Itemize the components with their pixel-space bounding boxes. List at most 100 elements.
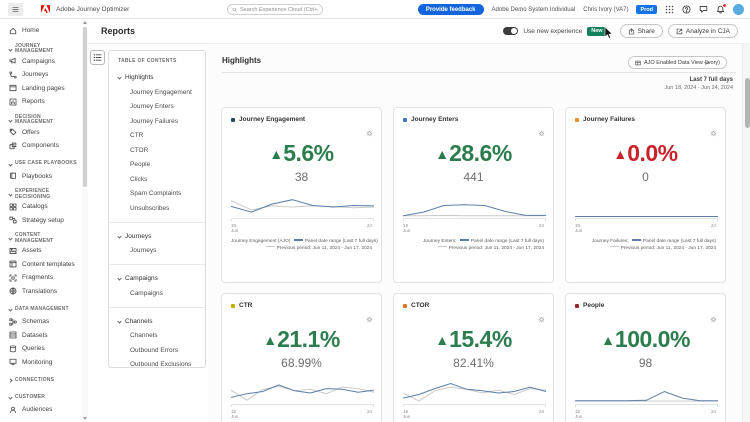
sidebar-item-fragments[interactable]: Fragments	[0, 271, 82, 285]
metric-card-ctor[interactable]: CTOR ▲15.4% 82.41% 18 Jun 24	[393, 293, 554, 422]
provide-feedback-button[interactable]: Provide feedback	[417, 4, 484, 15]
toc-item-journeys[interactable]: Journeys	[130, 247, 157, 254]
toc-item-clicks[interactable]: Clicks	[130, 175, 148, 183]
sidebar-item-journeys[interactable]: Journeys	[0, 68, 82, 82]
sidebar-section-connections[interactable]: CONNECTIONS	[0, 375, 80, 386]
toc-item-channels[interactable]: Channels	[130, 332, 158, 339]
toc-item-outbound-exclusions[interactable]: Outbound Exclusions	[130, 361, 192, 368]
sidebar-item-schemas[interactable]: Schemas	[0, 315, 82, 329]
main-scrollbar[interactable]	[742, 44, 750, 422]
share-button[interactable]: Share	[619, 24, 663, 38]
sidebar-scroll-thumb[interactable]	[83, 27, 87, 187]
sidebar-item-translations[interactable]: Translations	[0, 285, 82, 299]
sidebar-item-offers[interactable]: Offers	[0, 126, 82, 140]
sidebar-item-playbooks[interactable]: Playbooks	[0, 170, 82, 184]
sidebar-item-components[interactable]: Components	[0, 139, 82, 153]
date-range[interactable]: Last 7 full days Jun 18, 2024 - Jun 24, …	[665, 77, 734, 91]
sidebar-item-assets[interactable]: Assets	[0, 244, 82, 258]
chevron-down-icon	[117, 75, 122, 80]
data-view-dropdown[interactable]: AJO Enabled Data View (Ivory)	[628, 56, 728, 69]
main-scroll-thumb[interactable]	[744, 78, 750, 128]
gear-icon[interactable]	[538, 130, 545, 137]
sidebar-item-landing-pages[interactable]: Landing pages	[0, 82, 82, 96]
series-color-dot	[231, 303, 235, 308]
x-axis-labels: 18 Jun 24	[575, 223, 716, 233]
sidebar-item-label: Landing pages	[22, 84, 65, 92]
scroll-down-arrow-icon[interactable]	[83, 417, 87, 420]
chevron-down-icon	[8, 307, 13, 312]
x-axis-labels: 18 Jun 24	[575, 409, 716, 419]
sidebar-section-content-management[interactable]: CONTENT MANAGEMENT	[0, 232, 80, 244]
app-switcher-icon[interactable]	[665, 5, 674, 14]
toc-section-journeys[interactable]: Journeys	[117, 233, 196, 240]
toc-item-spam-complaints[interactable]: Spam Complaints	[130, 190, 182, 197]
chevron-down-icon[interactable]	[704, 60, 710, 66]
sandbox-user-name[interactable]: Chris Ivory (VA7)	[583, 6, 629, 13]
metric-card-journey-failures[interactable]: Journey Failures ▲0.0% 0 18 Jun 24 Journe…	[565, 107, 726, 283]
metric-card-journey-engagement[interactable]: Journey Engagement ▲5.6% 38 18 Jun 24 Jou…	[221, 107, 382, 283]
sidebar-item-datasets[interactable]: Datasets	[0, 329, 82, 343]
hamburger-glyph	[12, 6, 19, 13]
sidebar-item-monitoring[interactable]: Monitoring	[0, 356, 82, 370]
help-icon[interactable]	[682, 5, 691, 14]
chevron-down-icon	[8, 236, 13, 241]
metric-card-people[interactable]: People ▲100.0% 98 18 Jun 24	[565, 293, 726, 422]
sidebar-item-home[interactable]: Home	[0, 24, 82, 38]
sidebar-item-audiences[interactable]: Audiences	[0, 403, 82, 417]
sidebar-section-decision-management[interactable]: DECISION MANAGEMENT	[0, 114, 80, 126]
sidebar-section-journey-management[interactable]: JOURNEY MANAGEMENT	[0, 43, 80, 55]
sidebar-section-data-management[interactable]: DATA MANAGEMENT	[0, 304, 80, 315]
toc-item-journey-failures[interactable]: Journey Failures	[130, 117, 179, 125]
monitoring-icon	[9, 358, 17, 366]
metric-card-ctr[interactable]: CTR ▲21.1% 68.99% 18 Jun 24	[221, 293, 382, 422]
gear-icon[interactable]	[366, 316, 373, 323]
datasets-icon	[9, 331, 17, 339]
toc-item-journey-enters[interactable]: Journey Enters	[130, 103, 174, 110]
toc-item-ctr[interactable]: CTR	[130, 132, 144, 139]
metric-card-journey-enters[interactable]: Journey Enters ▲28.6% 441 18 Jun 24 Journ…	[393, 107, 554, 283]
toc-item-people[interactable]: People	[130, 161, 151, 168]
announcements-icon[interactable]	[699, 5, 708, 14]
highlights-panel: Highlights AJO Enabled Data View (Ivory)…	[208, 44, 742, 422]
card-title: People	[583, 302, 605, 309]
sidebar-item-label: Home	[22, 27, 40, 35]
toc-item-ctor[interactable]: CTOR	[130, 146, 149, 154]
hamburger-menu-icon[interactable]	[8, 2, 23, 16]
search-box[interactable]	[227, 4, 323, 15]
content-templates-icon	[9, 260, 17, 268]
notifications-bell-icon[interactable]	[716, 3, 727, 14]
environment-badge[interactable]: Prod	[636, 5, 657, 14]
user-avatar[interactable]	[733, 4, 744, 15]
toc-section-highlights[interactable]: Highlights	[117, 74, 196, 81]
search-input[interactable]	[239, 6, 318, 13]
scroll-up-arrow-icon[interactable]	[83, 21, 87, 24]
toc-item-journey-engagement[interactable]: Journey Engagement	[130, 88, 192, 96]
sidebar-scrollbar[interactable]	[82, 19, 88, 422]
toc-section-channels[interactable]: Channels	[117, 318, 196, 325]
toc-item-unsubscribes[interactable]: Unsubscribes	[130, 204, 170, 212]
sidebar-item-label: Monitoring	[22, 358, 53, 366]
toc-item-outbound-errors[interactable]: Outbound Errors	[130, 346, 179, 354]
sidebar-item-campaigns[interactable]: Campaigns	[0, 55, 82, 69]
sidebar-item-reports[interactable]: Reports	[0, 95, 82, 109]
sidebar-item-label: Catalogs	[22, 203, 48, 211]
notification-badge	[722, 3, 727, 8]
use-new-experience-toggle[interactable]	[503, 27, 519, 35]
gear-icon[interactable]	[710, 316, 717, 323]
analyze-in-cja-button[interactable]: Analyze in CJA	[667, 24, 738, 38]
sidebar-item-queries[interactable]: Queries	[0, 342, 82, 356]
sidebar-item-catalogs[interactable]: Catalogs	[0, 200, 82, 214]
org-name[interactable]: Adobe Demo System Individual	[491, 6, 576, 13]
sidebar-section-experience-decisioning[interactable]: EXPERIENCE DECISIONING	[0, 188, 80, 200]
gear-icon[interactable]	[366, 130, 373, 137]
sidebar-item-label: Journeys	[22, 71, 49, 79]
sidebar-section-use-case-playbooks[interactable]: USE CASE PLAYBOOKS	[0, 159, 80, 170]
toc-item-campaigns[interactable]: Campaigns	[130, 289, 163, 297]
sidebar-section-customer[interactable]: CUSTOMER	[0, 392, 80, 403]
toc-toggle-button[interactable]	[90, 50, 105, 65]
sidebar-item-content-templates[interactable]: Content templates	[0, 258, 82, 272]
gear-icon[interactable]	[538, 316, 545, 323]
sidebar-item-strategy-setup[interactable]: Strategy setup	[0, 214, 82, 228]
gear-icon[interactable]	[710, 130, 717, 137]
toc-section-campaigns[interactable]: Campaigns	[117, 275, 196, 282]
